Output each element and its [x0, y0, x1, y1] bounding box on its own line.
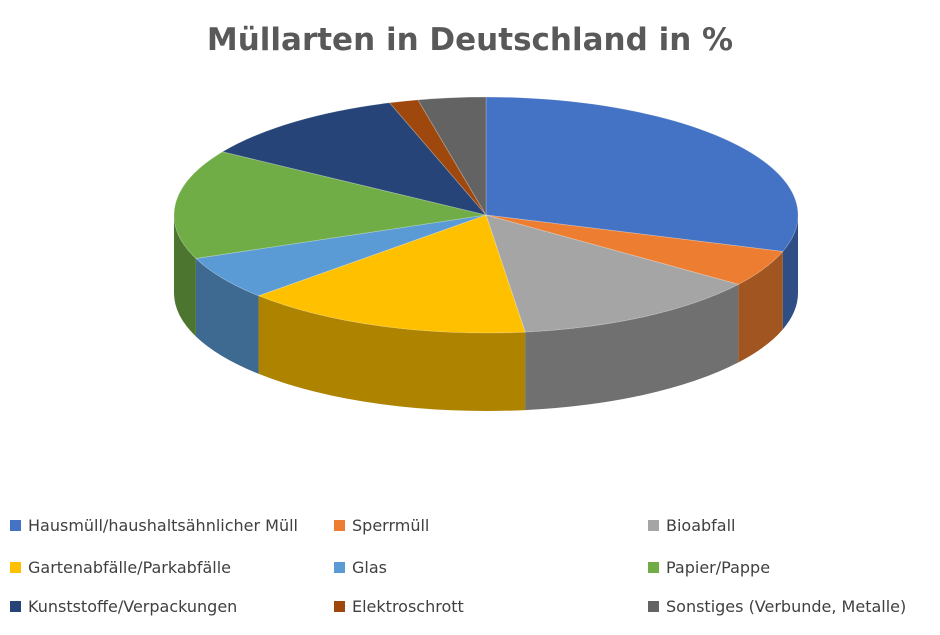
pie-chart — [173, 96, 799, 411]
legend-label: Sperrmüll — [352, 515, 430, 535]
legend-swatch — [10, 561, 21, 573]
legend-swatch — [10, 600, 21, 612]
pie-slice-6 — [173, 151, 487, 259]
legend-item: Papier/Pappe — [648, 556, 770, 578]
legend-label: Kunststoffe/Verpackungen — [28, 596, 238, 616]
pie-slice-side-5 — [195, 258, 259, 374]
legend-swatch — [334, 519, 345, 531]
legend-item: Bioabfall — [648, 514, 736, 536]
pie-slice-7 — [221, 102, 488, 216]
pie-depth-layer — [174, 215, 798, 411]
legend-item: Sperrmüll — [334, 514, 429, 536]
legend-swatch — [648, 600, 659, 612]
pie-slice-8 — [388, 99, 487, 216]
legend-swatch — [334, 561, 345, 573]
legend-item: Sonstiges (Verbunde, Metalle) — [648, 595, 906, 617]
legend-swatch — [648, 519, 659, 531]
chart-title: Müllarten in Deutschland in % — [206, 22, 734, 58]
legend-swatch — [10, 519, 21, 531]
pie-top-layer — [173, 96, 799, 334]
pie-slice-9 — [417, 96, 487, 217]
pie-slice-side-6 — [174, 215, 196, 337]
pie-slice-4 — [257, 214, 526, 334]
legend-item: Hausmüll/haushaltsähnlicher Müll — [10, 514, 298, 536]
pie-slice-side-4 — [258, 295, 526, 411]
legend-item: Glas — [334, 556, 387, 578]
legend-swatch — [648, 561, 659, 573]
pie-slice-3 — [485, 214, 740, 333]
legend-label: Gartenabfälle/Parkabfälle — [28, 557, 231, 577]
legend-item: Kunststoffe/Verpackungen — [10, 595, 237, 617]
pie-slice-side-3 — [525, 284, 739, 411]
legend-label: Papier/Pappe — [666, 557, 771, 577]
legend-swatch — [334, 600, 345, 612]
pie-slice-side-2 — [738, 251, 783, 363]
legend-item: Gartenabfälle/Parkabfälle — [10, 556, 231, 578]
legend-label: Elektroschrott — [352, 596, 464, 616]
legend-label: Glas — [352, 557, 387, 577]
legend-label: Sonstiges (Verbunde, Metalle) — [666, 596, 907, 616]
legend-label: Bioabfall — [666, 515, 736, 535]
legend-label: Hausmüll/haushaltsähnlicher Müll — [28, 515, 298, 535]
pie-slice-5 — [195, 214, 487, 297]
pie-slice-1 — [485, 96, 799, 252]
pie-slice-side-1 — [782, 215, 798, 330]
legend-item: Elektroschrott — [334, 595, 464, 617]
pie-slice-2 — [485, 214, 784, 285]
